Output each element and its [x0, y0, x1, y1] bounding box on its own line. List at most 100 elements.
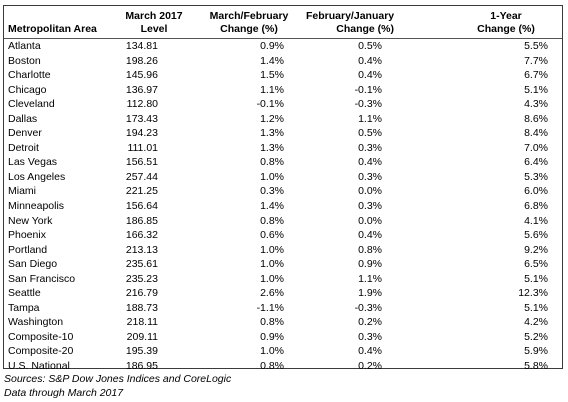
cell-level: 218.11 [126, 316, 158, 329]
cell-one-year-change: 6.4% [524, 156, 548, 169]
table-row: Detroit 111.01 1.3% 0.3% 7.0% [4, 141, 562, 156]
cell-february-january-change: 0.4% [358, 54, 382, 67]
header-metropolitan-area: Metropolitan Area [4, 6, 116, 39]
table-row: San Francisco 235.23 1.0% 1.1% 5.1% [4, 272, 562, 287]
header-fj-line2: Change (%) [336, 23, 394, 35]
table-row: Boston 198.26 1.4% 0.4% 7.7% [4, 54, 562, 69]
cell-february-january-change: 0.4% [358, 345, 382, 358]
table-row: U.S. National 186.95 0.8% 0.2% 5.8% [4, 359, 562, 374]
cell-february-january-change: 0.3% [358, 200, 382, 213]
cell-one-year-change: 5.5% [524, 40, 548, 52]
cell-one-year-change: 5.6% [524, 229, 548, 242]
cell-one-year-change: 7.0% [524, 141, 548, 154]
cell-metropolitan-area: New York [8, 214, 53, 227]
table-row: Atlanta 134.81 0.9% 0.5% 5.5% [4, 39, 562, 54]
cell-level: 186.95 [125, 360, 158, 373]
cell-one-year-change: 5.1% [524, 272, 548, 285]
cell-level: 111.01 [127, 141, 158, 154]
cell-march-february-change: 1.4% [260, 200, 284, 213]
cell-level: 209.11 [126, 330, 158, 343]
cell-metropolitan-area: San Francisco [8, 272, 76, 285]
cell-february-january-change: 0.4% [358, 69, 382, 82]
table-row: Portland 213.13 1.0% 0.8% 9.2% [4, 243, 562, 258]
cell-level: 173.43 [125, 112, 158, 125]
cell-one-year-change: 5.3% [524, 170, 548, 183]
cell-march-february-change: 0.8% [260, 360, 284, 373]
cell-one-year-change: 5.2% [524, 330, 548, 343]
cell-metropolitan-area: Denver [8, 127, 42, 140]
header-mf-line1: March/February [209, 10, 289, 22]
table-row: San Diego 235.61 1.0% 0.9% 6.5% [4, 257, 562, 272]
cell-february-january-change: 0.2% [358, 360, 382, 373]
cell-one-year-change: 4.1% [524, 214, 548, 227]
cell-one-year-change: 5.9% [524, 345, 548, 358]
cell-february-january-change: -0.1% [354, 83, 382, 96]
cell-march-february-change: 0.6% [260, 229, 284, 242]
header-level: March 2017 Level [116, 6, 196, 39]
table-row: Composite-10 209.11 0.9% 0.3% 5.2% [4, 330, 562, 345]
header-yr-line1: 1-Year [490, 10, 522, 22]
table-row: Miami 221.25 0.3% 0.0% 6.0% [4, 184, 562, 199]
cell-february-january-change: -0.3% [354, 98, 382, 111]
cell-level: 112.80 [126, 98, 158, 111]
cell-february-january-change: 0.5% [358, 127, 382, 140]
cell-metropolitan-area: Detroit [8, 141, 39, 154]
cell-february-january-change: 0.3% [358, 330, 382, 343]
cell-metropolitan-area: Dallas [8, 112, 38, 125]
table-row: Dallas 173.43 1.2% 1.1% 8.6% [4, 112, 562, 127]
cell-february-january-change: -0.3% [354, 301, 382, 314]
cell-march-february-change: -0.1% [256, 98, 284, 111]
table-row: Los Angeles 257.44 1.0% 0.3% 5.3% [4, 170, 562, 185]
cell-march-february-change: 0.8% [260, 156, 284, 169]
cell-metropolitan-area: Las Vegas [8, 156, 58, 169]
header-march-february-change: March/February Change (%) [196, 6, 306, 39]
cell-february-january-change: 1.1% [358, 272, 382, 285]
cell-one-year-change: 4.3% [524, 98, 548, 111]
cell-level: 156.64 [125, 200, 158, 213]
cell-march-february-change: -1.1% [256, 301, 284, 314]
home-price-table: Metropolitan Area March 2017 Level March… [4, 6, 562, 374]
cell-metropolitan-area: Composite-20 [8, 345, 74, 358]
table-header: Metropolitan Area March 2017 Level March… [4, 6, 562, 39]
header-level-line1: March 2017 [125, 10, 183, 22]
cell-february-january-change: 1.9% [358, 287, 382, 300]
cell-metropolitan-area: Atlanta [8, 40, 41, 52]
cell-level: 221.25 [125, 185, 158, 198]
table-row: Denver 194.23 1.3% 0.5% 8.4% [4, 126, 562, 141]
cell-metropolitan-area: Phoenix [8, 229, 46, 242]
cell-level: 257.44 [125, 170, 158, 183]
cell-level: 186.85 [125, 214, 158, 227]
cell-one-year-change: 8.6% [524, 112, 548, 125]
cell-one-year-change: 12.3% [518, 287, 548, 300]
cell-one-year-change: 4.2% [524, 316, 548, 329]
cell-one-year-change: 5.1% [524, 301, 548, 314]
cell-level: 194.23 [125, 127, 158, 140]
cell-march-february-change: 1.4% [260, 54, 284, 67]
header-level-line2: Level [140, 23, 168, 35]
cell-metropolitan-area: Chicago [8, 83, 47, 96]
cell-level: 195.39 [125, 345, 158, 358]
cell-metropolitan-area: Charlotte [8, 69, 51, 82]
cell-march-february-change: 0.8% [260, 316, 284, 329]
cell-march-february-change: 1.3% [260, 141, 284, 154]
cell-level: 216.79 [125, 287, 158, 300]
cell-level: 134.81 [125, 40, 158, 52]
table-row: Composite-20 195.39 1.0% 0.4% 5.9% [4, 344, 562, 359]
cell-metropolitan-area: Cleveland [8, 98, 55, 111]
cell-march-february-change: 1.5% [260, 69, 284, 82]
cell-metropolitan-area: Los Angeles [8, 170, 66, 183]
header-fj-line1: February/January [306, 10, 395, 22]
cell-march-february-change: 1.2% [260, 112, 284, 125]
header-row: Metropolitan Area March 2017 Level March… [4, 6, 562, 39]
cell-february-january-change: 0.0% [358, 214, 382, 227]
cell-one-year-change: 5.8% [524, 360, 548, 373]
header-february-january-change: February/January Change (%) [306, 6, 454, 39]
cell-metropolitan-area: Tampa [8, 301, 40, 314]
cell-level: 156.51 [125, 156, 158, 169]
table-row: Phoenix 166.32 0.6% 0.4% 5.6% [4, 228, 562, 243]
cell-one-year-change: 6.0% [524, 185, 548, 198]
header-one-year-change: 1-Year Change (%) [454, 6, 562, 39]
cell-one-year-change: 8.4% [524, 127, 548, 140]
table-row: Charlotte 145.96 1.5% 0.4% 6.7% [4, 68, 562, 83]
cell-metropolitan-area: Boston [8, 54, 41, 67]
